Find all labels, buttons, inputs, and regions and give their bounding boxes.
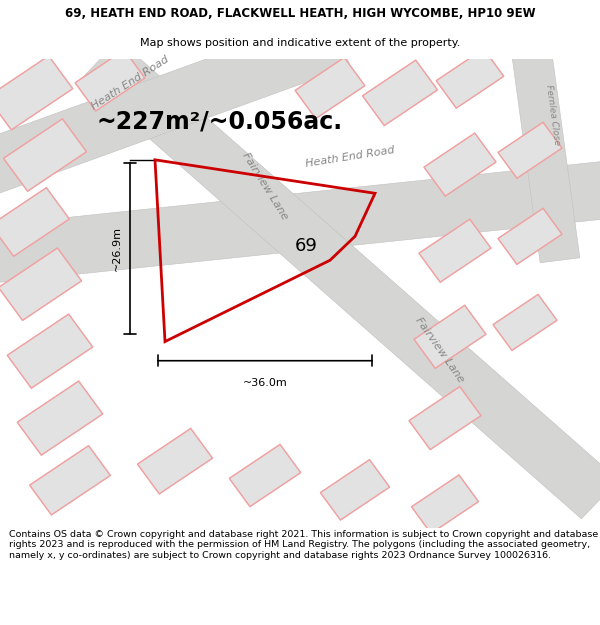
Polygon shape [412, 475, 479, 534]
Text: Fairview Lane: Fairview Lane [414, 316, 466, 384]
Text: ~36.0m: ~36.0m [242, 378, 287, 388]
Polygon shape [498, 122, 562, 178]
Polygon shape [436, 49, 504, 108]
Polygon shape [424, 133, 496, 196]
Polygon shape [320, 459, 389, 520]
Text: 69: 69 [295, 237, 318, 255]
Polygon shape [137, 429, 212, 494]
Polygon shape [0, 56, 73, 130]
Polygon shape [510, 38, 580, 262]
Text: Fernlea Close: Fernlea Close [544, 84, 562, 146]
Polygon shape [82, 40, 600, 519]
Text: Heath End Road: Heath End Road [305, 146, 395, 169]
Text: Fairview Lane: Fairview Lane [240, 151, 290, 222]
Polygon shape [75, 50, 145, 111]
Text: Heath End Road: Heath End Road [90, 54, 171, 112]
Polygon shape [498, 208, 562, 264]
Text: Contains OS data © Crown copyright and database right 2021. This information is : Contains OS data © Crown copyright and d… [9, 530, 598, 560]
Polygon shape [362, 60, 437, 126]
Text: 69, HEATH END ROAD, FLACKWELL HEATH, HIGH WYCOMBE, HP10 9EW: 69, HEATH END ROAD, FLACKWELL HEATH, HIG… [65, 6, 535, 19]
Polygon shape [4, 119, 86, 191]
Polygon shape [493, 294, 557, 351]
Polygon shape [7, 314, 93, 388]
Polygon shape [0, 188, 70, 256]
Text: ~227m²/~0.056ac.: ~227m²/~0.056ac. [97, 109, 343, 134]
Text: Map shows position and indicative extent of the property.: Map shows position and indicative extent… [140, 38, 460, 48]
Polygon shape [17, 381, 103, 455]
Text: ~26.9m: ~26.9m [112, 226, 122, 271]
Polygon shape [0, 160, 600, 284]
Polygon shape [0, 248, 82, 321]
Polygon shape [409, 387, 481, 449]
Polygon shape [0, 14, 350, 200]
Polygon shape [29, 446, 110, 515]
Polygon shape [295, 58, 365, 119]
Polygon shape [414, 305, 486, 368]
Polygon shape [229, 444, 301, 507]
Polygon shape [419, 219, 491, 282]
